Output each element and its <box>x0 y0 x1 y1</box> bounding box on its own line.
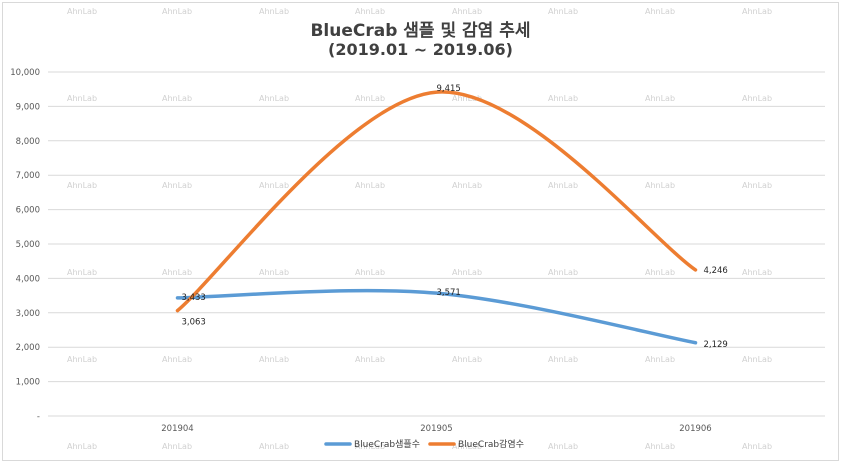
watermark-text: AhnLab <box>67 442 97 451</box>
watermark-text: AhnLab <box>645 7 675 16</box>
y-tick-label: 9,000 <box>16 102 40 112</box>
watermark-text: AhnLab <box>355 355 385 364</box>
watermark-text: AhnLab <box>162 355 192 364</box>
watermark-text: AhnLab <box>162 181 192 190</box>
watermark-text: AhnLab <box>742 442 772 451</box>
y-tick-label: 6,000 <box>16 206 40 216</box>
y-tick-label: 2,000 <box>16 343 40 353</box>
watermark-text: AhnLab <box>259 355 289 364</box>
watermark-text: AhnLab <box>645 94 675 103</box>
watermark-text: AhnLab <box>452 181 482 190</box>
data-labels: 3,433 3,571 2,129 3,063 9,415 4,246 <box>182 84 728 350</box>
data-label: 3,063 <box>182 318 206 328</box>
watermark-text: AhnLab <box>67 181 97 190</box>
watermark-layer: AhnLab AhnLab AhnLab AhnLab AhnLab AhnLab AhnL… <box>67 7 772 451</box>
legend-label: BlueCrab샘플수 <box>354 439 420 450</box>
x-tick-label: 201904 <box>161 424 193 434</box>
x-tick-label: 201905 <box>420 424 452 434</box>
watermark-text: AhnLab <box>162 94 192 103</box>
watermark-text: AhnLab <box>742 7 772 16</box>
y-tick-label: 3,000 <box>16 309 40 319</box>
watermark-text: AhnLab <box>452 442 482 451</box>
watermark-text: AhnLab <box>645 442 675 451</box>
y-tick-label: 1,000 <box>16 378 40 388</box>
watermark-text: AhnLab <box>355 181 385 190</box>
watermark-text: AhnLab <box>355 7 385 16</box>
watermark-text: AhnLab <box>67 94 97 103</box>
watermark-text: AhnLab <box>452 268 482 277</box>
watermark-text: AhnLab <box>645 355 675 364</box>
y-tick-label: 4,000 <box>16 274 40 284</box>
watermark-text: AhnLab <box>742 268 772 277</box>
y-tick-label: 8,000 <box>16 137 40 147</box>
y-tick-label: 10,000 <box>10 68 40 78</box>
watermark-text: AhnLab <box>548 94 578 103</box>
watermark-text: AhnLab <box>355 442 385 451</box>
watermark-text: AhnLab <box>742 355 772 364</box>
series-line-2 <box>175 90 698 313</box>
series-line-1 <box>175 288 698 345</box>
legend: BlueCrab샘플수 BlueCrab감염수 <box>324 438 524 450</box>
watermark-text: AhnLab <box>67 268 97 277</box>
chart-title: BlueCrab 샘플 및 감염 추세 <box>310 21 531 41</box>
watermark-text: AhnLab <box>452 7 482 16</box>
data-label: 4,246 <box>704 266 728 276</box>
series-layer <box>175 90 698 345</box>
watermark-text: AhnLab <box>645 268 675 277</box>
watermark-text: AhnLab <box>259 7 289 16</box>
y-tick-label: 7,000 <box>16 171 40 181</box>
watermark-text: AhnLab <box>452 355 482 364</box>
y-tick-label: - <box>37 412 40 422</box>
watermark-text: AhnLab <box>548 181 578 190</box>
chart-subtitle: (2019.01 ~ 2019.06) <box>328 40 513 59</box>
x-tick-label: 201906 <box>679 424 711 434</box>
watermark-text: AhnLab <box>67 7 97 16</box>
watermark-text: AhnLab <box>742 181 772 190</box>
watermark-text: AhnLab <box>548 268 578 277</box>
data-label: 3,433 <box>182 293 206 303</box>
watermark-text: AhnLab <box>645 181 675 190</box>
gridlines <box>48 71 825 417</box>
watermark-text: AhnLab <box>259 94 289 103</box>
watermark-text: AhnLab <box>452 94 482 103</box>
watermark-text: AhnLab <box>259 442 289 451</box>
data-label: 2,129 <box>704 340 728 350</box>
watermark-text: AhnLab <box>355 94 385 103</box>
y-tick-label: 5,000 <box>16 240 40 250</box>
watermark-text: AhnLab <box>162 442 192 451</box>
watermark-text: AhnLab <box>162 7 192 16</box>
watermark-text: AhnLab <box>162 268 192 277</box>
watermark-text: AhnLab <box>355 268 385 277</box>
watermark-text: AhnLab <box>259 268 289 277</box>
watermark-text: AhnLab <box>548 355 578 364</box>
y-axis: - 1,000 2,000 3,000 4,000 5,000 6,000 7,000 8,00… <box>10 68 40 422</box>
x-axis: 201904 201905 201906 <box>161 424 711 434</box>
data-label: 3,571 <box>437 288 461 298</box>
watermark-text: AhnLab <box>259 181 289 190</box>
watermark-text: AhnLab <box>548 7 578 16</box>
data-label: 9,415 <box>437 84 461 94</box>
watermark-text: AhnLab <box>742 94 772 103</box>
watermark-text: AhnLab <box>548 442 578 451</box>
watermark-text: AhnLab <box>67 355 97 364</box>
legend-label: BlueCrab감염수 <box>458 438 524 450</box>
